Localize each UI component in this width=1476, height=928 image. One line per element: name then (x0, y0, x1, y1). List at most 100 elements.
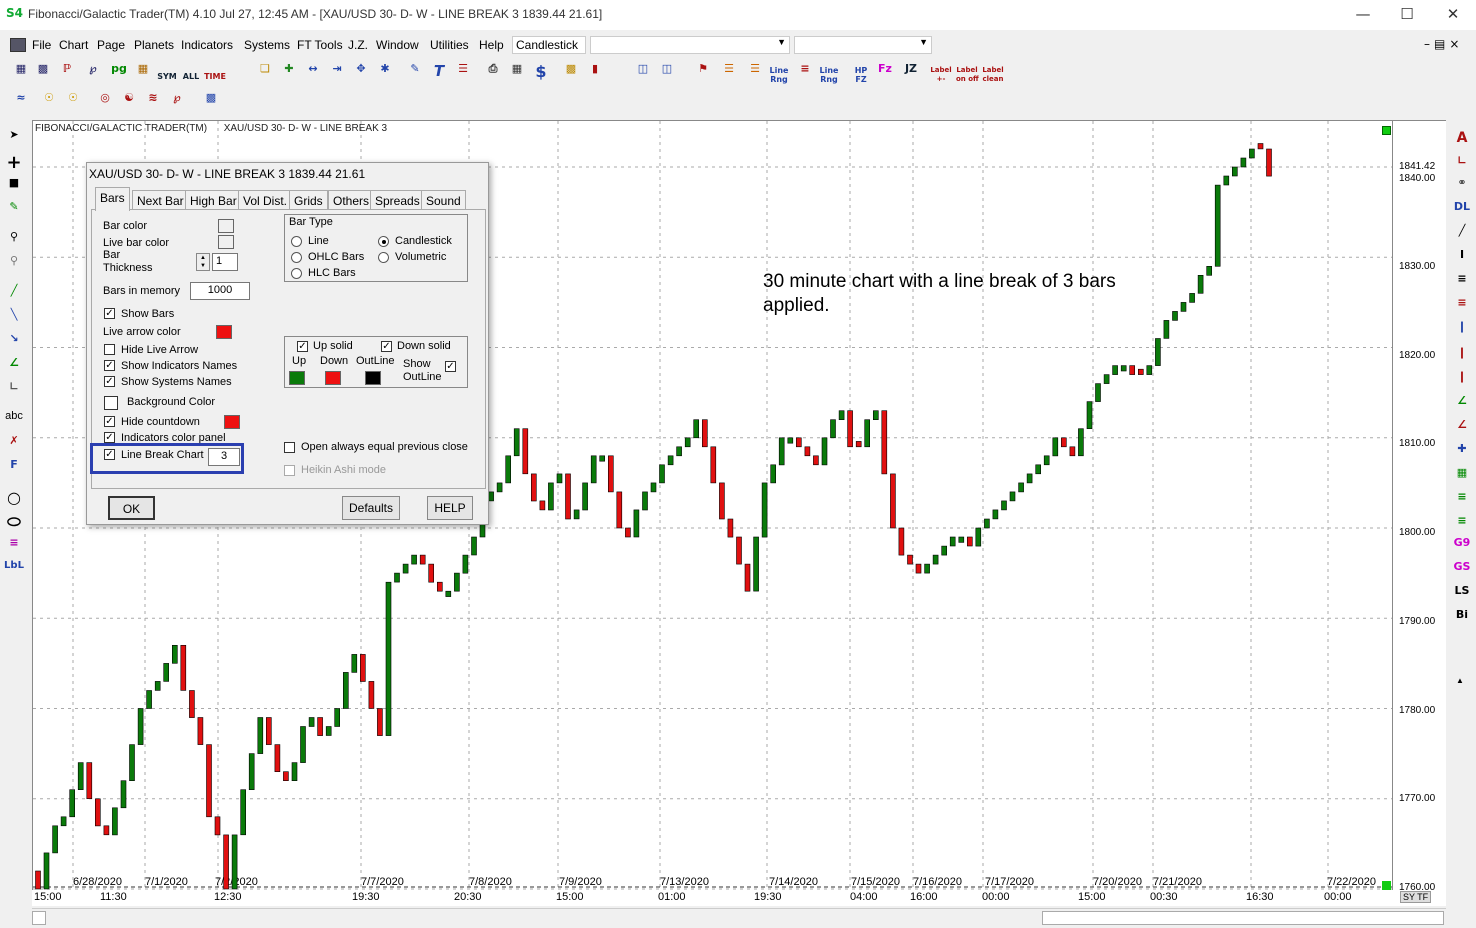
circle-icon[interactable]: ○ (7, 488, 21, 507)
channel-icon[interactable]: ∟ (9, 380, 19, 393)
live-bar-color-swatch[interactable] (218, 235, 234, 249)
red-angle-icon[interactable]: ∠ (1457, 418, 1467, 431)
show-bars-checkbox[interactable]: ✓ (104, 308, 115, 319)
menu-indicators[interactable]: Indicators (181, 38, 234, 52)
bars-icon[interactable]: ℙ (62, 62, 72, 75)
multi-chart-icon[interactable]: ▩ (37, 62, 49, 75)
bar-color-swatch[interactable] (218, 219, 234, 233)
ps-icon[interactable]: ℘ (173, 91, 181, 104)
layers-icon[interactable]: ☰ (458, 62, 468, 75)
background-color-checkbox[interactable] (104, 396, 118, 410)
bar-thickness-input[interactable]: 1 (212, 253, 238, 271)
print-icon[interactable]: ⎙ (488, 62, 498, 75)
mdi-controls[interactable]: –▤× (1424, 37, 1464, 51)
crosshair-tool-icon[interactable]: + (6, 152, 22, 173)
bar-type-ohlc-radio[interactable] (291, 252, 302, 263)
ok-button[interactable]: OK (108, 496, 155, 520)
zoom-icon[interactable]: ❏ (260, 62, 270, 75)
bar-type-volumetric-radio[interactable] (378, 252, 389, 263)
ls-button[interactable]: LS (1454, 584, 1470, 597)
time-button[interactable]: TIME (204, 72, 226, 81)
bars-in-memory-input[interactable]: 1000 (190, 282, 250, 300)
heikin-ashi-checkbox[interactable] (284, 465, 295, 476)
label-tool-button[interactable]: LbL (4, 560, 24, 571)
menu-utilities[interactable]: Utilities (430, 38, 469, 52)
crosshair-icon[interactable]: ✱ (380, 62, 390, 75)
window-tile-icon[interactable]: ◫ (637, 62, 649, 75)
range-icon[interactable]: ≡ (800, 62, 810, 75)
up-solid-checkbox[interactable]: ✓ (297, 341, 308, 352)
magnet-icon[interactable]: ■ (8, 176, 20, 189)
line-break-chart-checkbox[interactable]: ✓ (104, 449, 115, 460)
menu-help[interactable]: Help (479, 38, 504, 52)
target-icon[interactable]: ◎ (100, 91, 110, 104)
line-break-input[interactable]: 3 (208, 448, 240, 466)
defaults-button[interactable]: Defaults (342, 496, 400, 520)
bar-type-hlc-radio[interactable] (291, 268, 302, 279)
page-icon[interactable]: pg (111, 62, 127, 75)
minimize-button[interactable]: — (1355, 5, 1371, 23)
bars-alt-icon[interactable]: ℘ (89, 62, 97, 75)
zoom-tool-icon[interactable]: ⚲ (9, 230, 19, 243)
arc-icon[interactable]: ⚭ (1457, 176, 1467, 189)
planets-alt-icon[interactable]: ☉ (68, 91, 78, 104)
show-systems-names-checkbox[interactable]: ✓ (104, 376, 115, 387)
scroll-thumb[interactable] (1042, 911, 1444, 925)
hide-countdown-checkbox[interactable]: ✓ (104, 416, 115, 427)
fan-icon[interactable]: ∟ (1457, 154, 1467, 167)
g9-button[interactable]: G9 (1453, 536, 1471, 549)
text-icon[interactable]: T (433, 62, 445, 80)
green-angle-icon[interactable]: ∠ (1457, 394, 1467, 407)
ray-icon[interactable]: ╲ (10, 308, 18, 321)
hp-fz-button[interactable]: HP FZ (854, 66, 868, 84)
expand-icon[interactable]: ↔ (308, 62, 318, 75)
pencil-icon[interactable]: ✎ (410, 62, 420, 75)
add-icon[interactable]: ✚ (284, 62, 294, 75)
panel-icon[interactable]: ▩ (205, 91, 217, 104)
i-tool-button[interactable]: I (1459, 248, 1465, 261)
all-button[interactable]: ALL (182, 72, 200, 81)
ellipse-icon[interactable]: ⬭ (7, 512, 21, 531)
hlines-icon[interactable]: ≡ (1457, 272, 1467, 285)
bar-color-icon[interactable]: ▩ (565, 62, 577, 75)
tab-grids[interactable]: Grids (289, 190, 328, 210)
square-grid-icon[interactable]: ▦ (1456, 466, 1468, 479)
hide-live-arrow-checkbox[interactable] (104, 344, 115, 355)
red-lines-icon[interactable]: ≡ (1457, 296, 1467, 309)
scroll-left-button[interactable] (32, 911, 46, 925)
up-color-swatch[interactable] (289, 371, 305, 385)
curves-icon[interactable]: ≋ (148, 91, 158, 104)
red-vlines-icon[interactable]: ❙ (1457, 346, 1467, 359)
g-lines-icon[interactable]: ≡ (1457, 490, 1467, 503)
zoom-out-tool-icon[interactable]: ⚲ (9, 254, 19, 267)
gs-button[interactable]: GS (1453, 560, 1471, 573)
menu-file[interactable]: File (32, 38, 52, 52)
outline-color-swatch[interactable] (365, 371, 381, 385)
vlines-icon[interactable]: ❙ (1457, 320, 1467, 333)
tab-others[interactable]: Others (328, 190, 375, 210)
doc-icon[interactable] (10, 38, 26, 52)
horizontal-scrollbar[interactable] (32, 908, 1446, 928)
menu-systems[interactable]: Systems (244, 38, 291, 52)
move-icon[interactable]: ✥ (356, 62, 366, 75)
bands-icon[interactable]: ≡ (9, 536, 19, 549)
line-rng-2-button[interactable]: Line Rng (819, 66, 839, 84)
grid-icon[interactable]: ▦ (137, 62, 149, 75)
label-on-off-button[interactable]: Label on off (956, 66, 979, 83)
tab-sound[interactable]: Sound (421, 190, 466, 210)
wheel-icon[interactable]: ☯ (124, 91, 134, 104)
angle-icon[interactable]: ∠ (9, 356, 19, 369)
fork-icon[interactable]: ✗ (9, 434, 19, 447)
menu-chart[interactable]: Chart (59, 38, 89, 52)
label-plus-minus-button[interactable]: Label +- (930, 66, 952, 83)
window-cascade-icon[interactable]: ◫ (661, 62, 673, 75)
dl-tool-button[interactable]: DL (1453, 200, 1471, 213)
bar-type-line-radio[interactable] (291, 236, 302, 247)
live-arrow-color-swatch[interactable] (216, 325, 232, 339)
trendline-icon[interactable]: ╱ (10, 284, 18, 297)
open-equal-prev-close-checkbox[interactable] (284, 442, 295, 453)
cross-lines-icon[interactable]: ✚ (1457, 442, 1467, 455)
countdown-color-swatch[interactable] (224, 415, 240, 429)
maximize-button[interactable]: ☐ (1400, 5, 1414, 23)
fib-lines-icon[interactable]: ☰ (724, 62, 734, 75)
